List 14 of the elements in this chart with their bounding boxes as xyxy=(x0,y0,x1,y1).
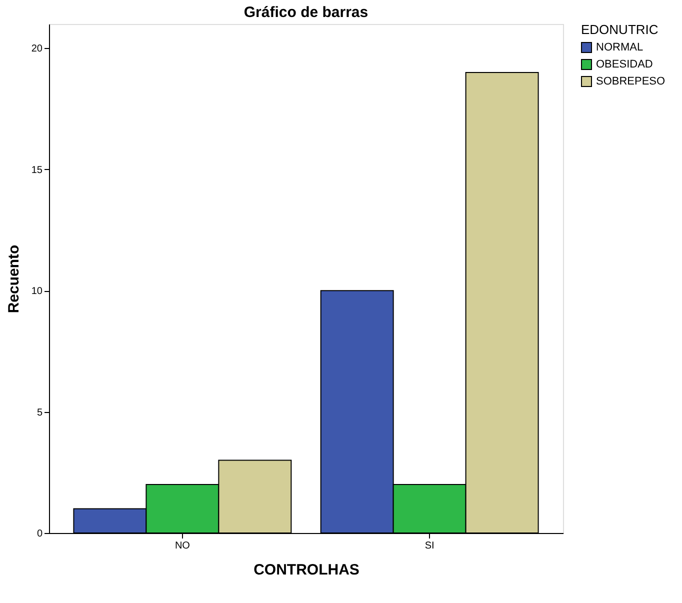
legend-title: EDONUTRIC xyxy=(581,22,658,37)
x-tick-label: NO xyxy=(174,540,190,552)
legend-label: OBESIDAD xyxy=(596,58,653,70)
y-tick-label: 5 xyxy=(36,407,43,418)
chart-title: Gráfico de barras xyxy=(244,4,368,21)
x-tick-label: SI xyxy=(424,540,434,552)
legend-label: NORMAL xyxy=(596,42,644,54)
y-tick-label: 0 xyxy=(36,528,43,540)
y-axis-title: Recuento xyxy=(5,244,22,314)
legend-label: SOBREPESO xyxy=(596,76,666,88)
y-tick-label: 10 xyxy=(31,286,43,298)
x-axis-title: CONTROLHAS xyxy=(254,562,360,578)
y-tick-label: 20 xyxy=(31,44,43,55)
y-tick-label: 15 xyxy=(31,164,43,176)
